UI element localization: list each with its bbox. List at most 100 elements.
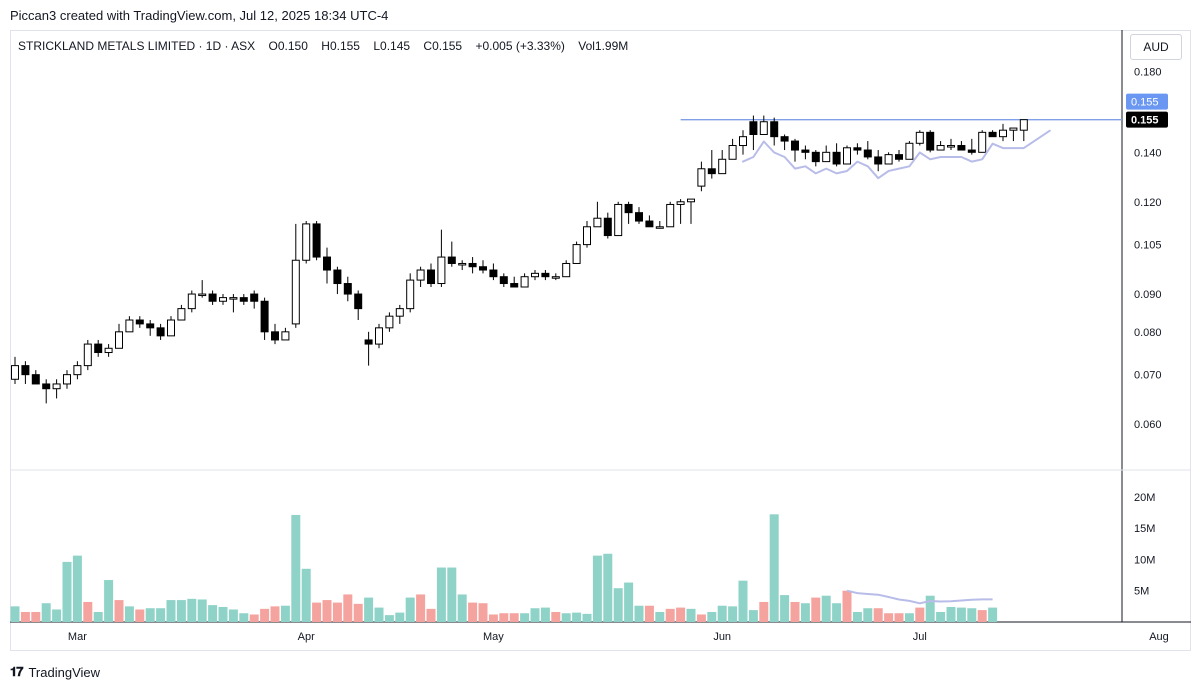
candle-body	[187, 293, 196, 310]
candle-body	[250, 293, 259, 302]
candle-body	[21, 365, 30, 376]
volume-bar	[20, 611, 30, 622]
legend-close-label: C	[423, 39, 433, 53]
price-tick-label: 0.140	[1134, 147, 1162, 159]
candle-body	[822, 151, 831, 163]
candle-body	[135, 319, 144, 325]
candle-body	[718, 158, 727, 175]
currency-selector[interactable]: AUD	[1130, 34, 1182, 60]
price-tick-label: 0.060	[1134, 419, 1162, 431]
volume-bar	[655, 611, 665, 622]
volume-bar	[332, 602, 342, 622]
candle-body	[541, 272, 550, 278]
volume-bar	[187, 598, 197, 622]
candle-body	[125, 319, 134, 333]
candle-body	[177, 308, 186, 321]
volume-bar	[572, 612, 582, 622]
candle-body	[468, 262, 477, 268]
candle-body	[749, 121, 758, 136]
candle-body	[874, 156, 883, 165]
candle-body	[967, 149, 976, 153]
candle-body	[863, 149, 872, 158]
candle-body	[271, 331, 279, 341]
candle-body	[146, 323, 155, 329]
candle-body	[375, 327, 383, 345]
volume-bar	[384, 615, 394, 622]
volume-bar	[488, 614, 498, 622]
volume-bar	[967, 608, 977, 622]
volume-bar	[260, 608, 270, 622]
cup-annotation-curve	[742, 129, 1051, 180]
volume-bar	[530, 608, 540, 622]
volume-bar	[405, 597, 415, 622]
candle-body	[520, 276, 529, 288]
candle-body	[115, 331, 123, 349]
candle-body	[676, 201, 685, 205]
volume-bar	[842, 590, 852, 622]
volume-tick-label: 20M	[1134, 492, 1155, 504]
volume-tick-label: 10M	[1134, 554, 1155, 566]
candle-body	[666, 203, 675, 228]
candle-body	[510, 283, 519, 288]
volume-tick-label: 5M	[1134, 586, 1149, 598]
volume-bar	[696, 614, 706, 622]
price-tick-label: 0.120	[1134, 197, 1162, 209]
candle-body	[343, 283, 352, 295]
candle-body	[655, 226, 664, 229]
candle-body	[936, 145, 945, 151]
legend-close: 0.155	[432, 39, 463, 53]
candle-body	[739, 136, 747, 147]
candle-body	[208, 293, 217, 302]
legend-low: 0.145	[380, 39, 411, 53]
time-axis-label: May	[483, 631, 504, 643]
symbol-legend: STRICKLAND METALS LIMITED · 1D · ASX O 0.…	[18, 39, 628, 53]
volume-bar	[811, 597, 821, 622]
volume-bar	[624, 582, 634, 622]
legend-open-label: O	[268, 39, 278, 53]
volume-bar	[561, 613, 571, 622]
candle-body	[759, 121, 768, 136]
volume-bar	[395, 612, 405, 622]
volume-bar	[208, 605, 218, 622]
candle-body	[884, 154, 893, 165]
volume-bar	[114, 600, 124, 622]
volume-bar	[634, 605, 644, 622]
candle-body	[291, 259, 300, 325]
legend-low-label: L	[373, 39, 381, 53]
chart-frame	[10, 30, 1191, 651]
volume-bar	[520, 613, 530, 622]
time-axis-label: Apr	[298, 631, 315, 643]
price-tag-box	[1126, 111, 1168, 128]
volume-bar	[166, 600, 176, 622]
volume-bar	[52, 609, 62, 622]
volume-bar	[915, 607, 925, 622]
legend-high: 0.155	[329, 39, 360, 53]
volume-bar	[509, 613, 519, 622]
candle-body	[83, 343, 92, 367]
volume-bar	[613, 588, 623, 622]
volume-bar	[322, 600, 332, 622]
volume-bar	[104, 580, 114, 622]
volume-bar	[353, 603, 363, 622]
candle-body	[1009, 127, 1018, 131]
volume-bar	[759, 601, 769, 622]
candle-body	[260, 300, 269, 333]
candle-body	[31, 374, 40, 385]
volume-bar	[124, 606, 134, 622]
candle-body	[437, 256, 446, 285]
candle-body	[167, 319, 175, 337]
volume-bar	[988, 607, 998, 622]
candle-body	[406, 279, 415, 310]
candle-body	[562, 262, 571, 278]
time-axis-label: Jun	[713, 631, 731, 643]
legend-symbol: STRICKLAND METALS LIMITED · 1D · ASX	[18, 39, 256, 53]
volume-bar	[738, 580, 748, 622]
volume-bar	[72, 555, 82, 622]
volume-bar	[343, 594, 353, 622]
volume-bar	[780, 595, 790, 622]
volume-bar	[41, 603, 51, 622]
legend-high-label: H	[321, 39, 330, 53]
candle-body	[572, 244, 581, 264]
candle-body	[333, 269, 342, 285]
